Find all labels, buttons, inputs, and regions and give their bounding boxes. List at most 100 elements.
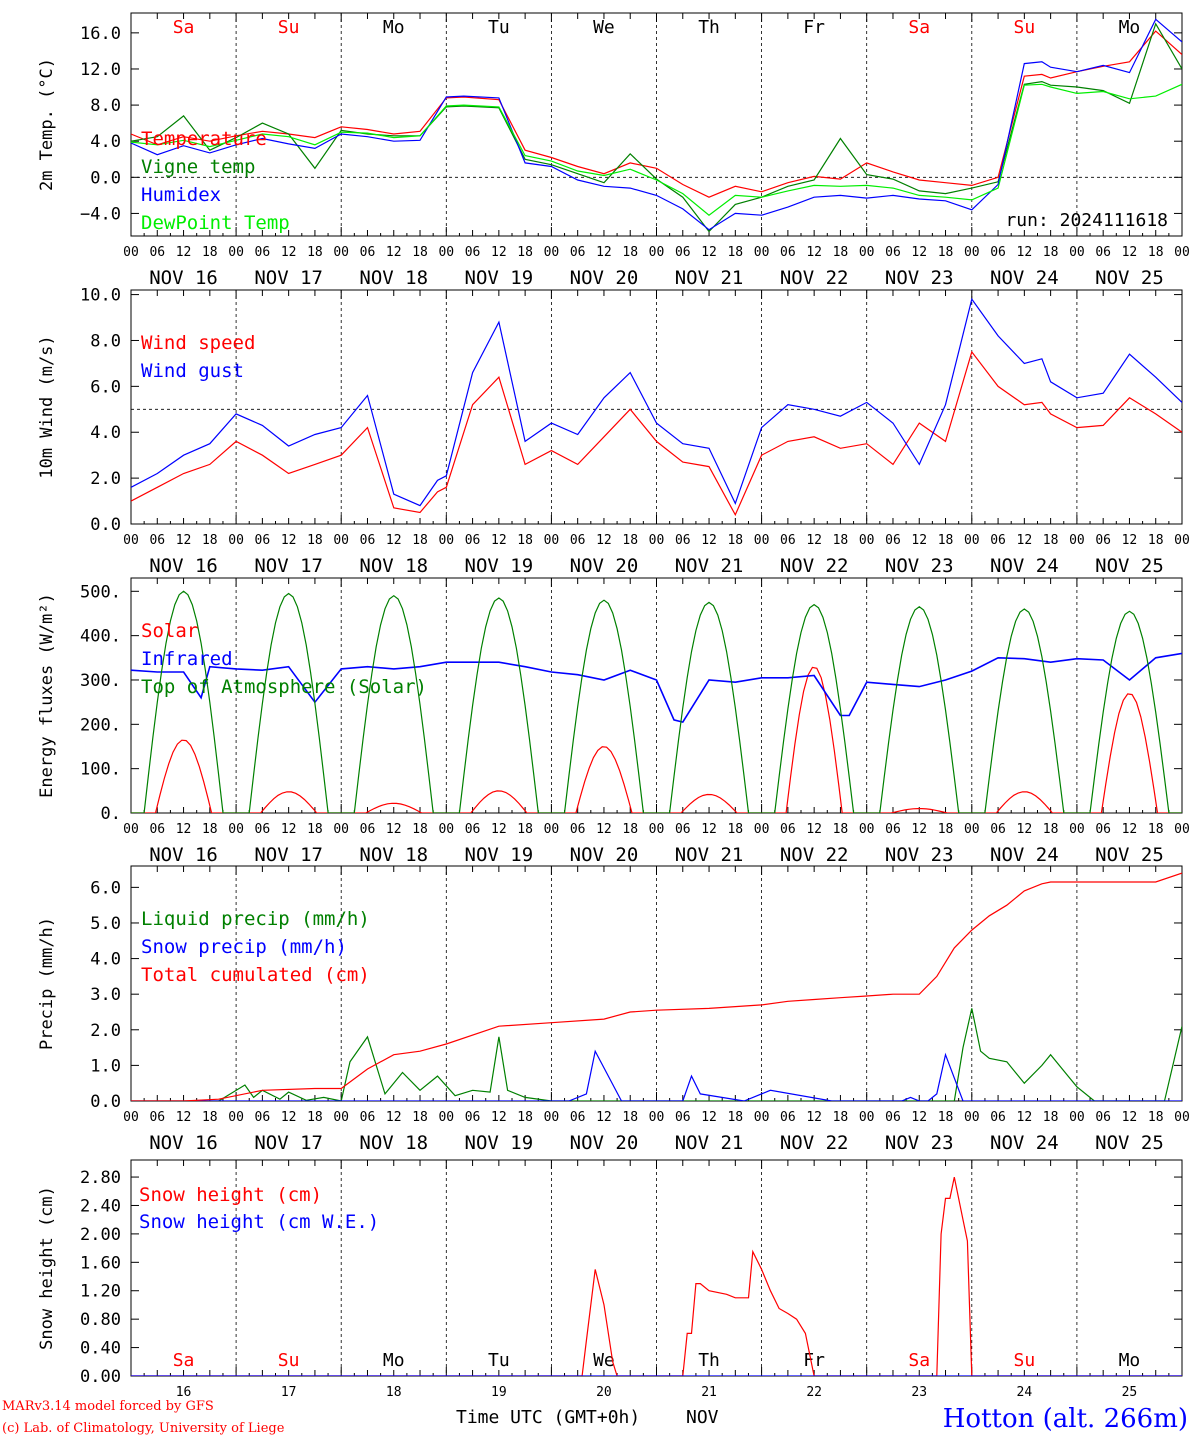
hour-tick-label: 18 [517,533,533,548]
hour-tick-label: 18 [307,245,323,260]
hour-tick-label: 00 [649,245,665,260]
y-tick-label: 5.0 [90,914,121,934]
date-label: NOV 25 [1095,555,1164,577]
date-label: NOV 16 [149,555,218,577]
panel-1: 16.0 12.0 8.0 4.0 0.0 −4.0 2m Temp. (°C) 00 06 12… [37,12,1190,289]
hour-tick-label: 18 [412,533,428,548]
weekday-label: Sa [173,1350,195,1371]
date-label: NOV 25 [1095,844,1164,866]
date-label: NOV 25 [1095,1132,1164,1154]
hour-tick-label: 00 [228,822,244,837]
date-label: NOV 24 [990,267,1059,289]
date-label: NOV 21 [675,844,744,866]
date-label: NOV 22 [780,1132,849,1154]
hour-tick-label: 18 [307,533,323,548]
y-tick-label: 1.20 [80,1282,121,1302]
date-label: NOV 17 [254,555,323,577]
hour-tick-label: 00 [859,1110,875,1125]
series-line-wind-speed [131,350,1182,517]
hour-tick-label: 00 [438,1110,454,1125]
hour-tick-label: 18 [727,533,743,548]
y-tick-label: 2.80 [80,1168,121,1188]
hour-tick-label: 06 [255,533,271,548]
hour-tick-label: 18 [1043,533,1059,548]
weekday-label: Su [278,17,300,38]
weekday-label: Su [1014,1350,1036,1371]
hour-tick-label: 12 [1017,533,1033,548]
hour-tick-label: 12 [1122,1110,1138,1125]
date-label: NOV 18 [359,1132,428,1154]
hour-tick-label: 06 [465,245,481,260]
hour-tick-label: 00 [649,533,665,548]
date-label: NOV 17 [254,1132,323,1154]
hour-tick-label: 18 [1148,1110,1164,1125]
hour-tick-label: 00 [544,533,560,548]
hour-tick-label: 12 [1017,1110,1033,1125]
hour-tick-label: 00 [228,1110,244,1125]
hour-tick-label: 18 [202,1110,218,1125]
hour-tick-label: 00 [1174,533,1190,548]
date-label: NOV 16 [149,844,218,866]
day-number-label: 25 [1122,1385,1138,1400]
panel-3: 500. 400. 300. 200. 100. 0. Energy fluxes (W/m… [37,577,1190,866]
date-label: NOV 18 [359,844,428,866]
credit-model: MARv3.14 model forced by GFS [2,1399,214,1414]
hour-tick-label: 06 [255,1110,271,1125]
hour-tick-label: 12 [1122,533,1138,548]
hour-tick-label: 12 [701,245,717,260]
hour-tick-label: 12 [596,533,612,548]
hour-tick-label: 18 [307,1110,323,1125]
hour-tick-label: 00 [964,1110,980,1125]
legend-entry: DewPoint Temp [141,212,290,234]
date-label: NOV 16 [149,267,218,289]
y-tick-label: 4.0 [90,423,121,443]
hour-tick-label: 18 [622,822,638,837]
day-number-label: 19 [491,1385,507,1400]
hour-tick-label: 06 [885,245,901,260]
day-number-label: 16 [176,1385,192,1400]
hour-tick-label: 00 [123,245,139,260]
y-tick-label: 2.0 [90,469,121,489]
hour-tick-label: 18 [517,822,533,837]
hour-tick-label: 12 [281,533,297,548]
y-tick-label: 2.00 [80,1225,121,1245]
hour-tick-label: 18 [1148,822,1164,837]
y-tick-label: 16.0 [80,24,121,44]
hour-tick-label: 18 [622,1110,638,1125]
hour-tick-label: 06 [885,533,901,548]
hour-tick-label: 06 [149,533,165,548]
series-line-vigne-temp [131,22,1182,233]
hour-tick-label: 12 [491,533,507,548]
hour-tick-label: 06 [360,822,376,837]
hour-tick-label: 00 [859,533,875,548]
date-label: NOV 19 [465,844,534,866]
date-label: NOV 19 [465,555,534,577]
hour-tick-label: 00 [1174,1110,1190,1125]
hour-tick-label: 18 [727,822,743,837]
series-line-humidex [131,18,1182,231]
y-tick-label: 4.0 [90,132,121,152]
day-number-label: 17 [281,1385,297,1400]
hour-tick-label: 00 [333,1110,349,1125]
weekday-label: We [593,17,615,38]
date-label: NOV 20 [570,1132,639,1154]
weekday-label: Mo [1119,1350,1141,1371]
hour-tick-label: 18 [1148,245,1164,260]
series-line-snow-precip-mm-h- [131,1049,1182,1101]
hour-tick-label: 06 [570,533,586,548]
y-tick-label: 0.0 [90,1092,121,1112]
legend-entry: Vigne temp [141,156,255,178]
hour-tick-label: 06 [885,822,901,837]
hour-tick-label: 18 [202,245,218,260]
hour-tick-label: 12 [386,533,402,548]
hour-tick-label: 00 [649,1110,665,1125]
hour-tick-label: 12 [911,822,927,837]
y-tick-label: 0.40 [80,1339,121,1359]
hour-tick-label: 00 [333,822,349,837]
weekday-label: Sa [908,1350,930,1371]
series-line-dewpoint-temp [131,83,1182,216]
date-label: NOV 21 [675,267,744,289]
hour-tick-label: 06 [360,1110,376,1125]
hour-tick-label: 18 [727,245,743,260]
hour-tick-label: 12 [386,1110,402,1125]
